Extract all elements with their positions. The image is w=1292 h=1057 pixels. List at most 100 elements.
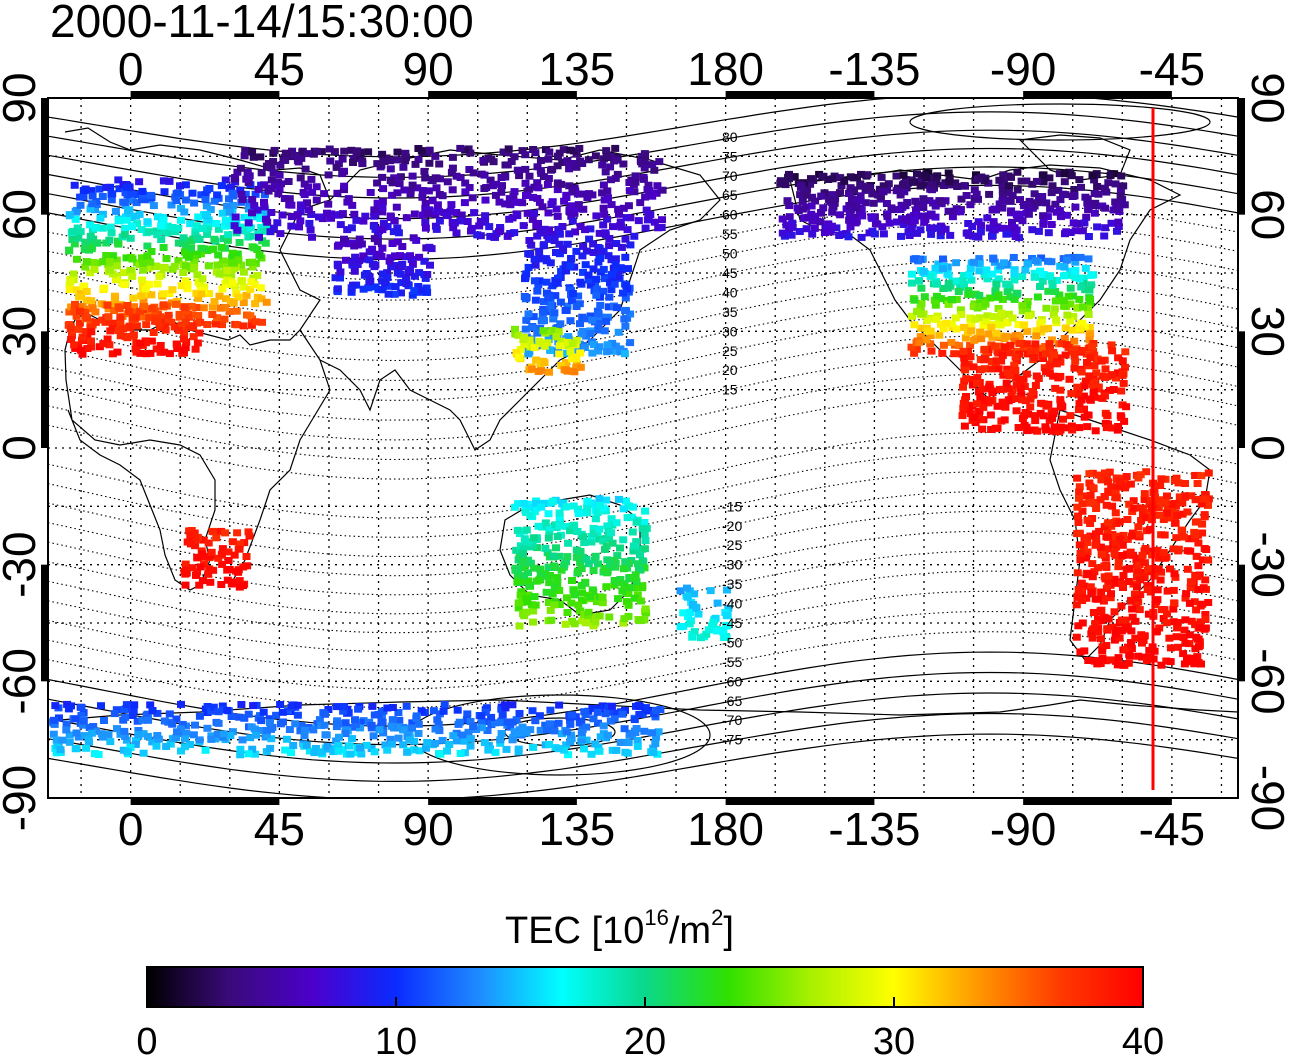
tec-cell <box>71 745 80 753</box>
tec-cell <box>545 294 554 301</box>
tec-cell <box>722 621 731 629</box>
tec-cell <box>71 300 79 308</box>
tec-cell <box>615 222 624 230</box>
tec-cell <box>203 724 212 732</box>
tec-cell <box>884 180 893 188</box>
axis-frame <box>41 91 1245 805</box>
tec-cell <box>1075 494 1083 502</box>
tec-cell <box>1081 264 1090 272</box>
tec-cell <box>652 733 661 741</box>
tec-cell <box>130 303 138 311</box>
tec-cell <box>304 150 313 158</box>
tec-cell <box>212 534 221 542</box>
tec-cell <box>137 226 146 233</box>
tec-cell <box>1179 634 1188 641</box>
contour-label: 35 <box>722 304 738 320</box>
tec-cell <box>486 176 495 184</box>
tec-cell <box>946 231 955 239</box>
tec-cell <box>1140 572 1149 580</box>
tec-cell <box>249 232 258 240</box>
tec-cell <box>116 313 125 321</box>
tec-cell <box>146 701 155 709</box>
tec-cell <box>976 299 984 307</box>
tec-cell <box>203 703 212 710</box>
tec-cell <box>393 156 402 164</box>
tec-cell <box>626 310 635 318</box>
tec-cell <box>113 725 121 733</box>
tec-cell <box>1100 523 1109 531</box>
tec-cell <box>1183 508 1192 516</box>
contour-label: 65 <box>722 187 738 203</box>
tec-cell <box>612 746 621 754</box>
tec-cell <box>602 496 611 504</box>
tec-cell <box>603 215 612 223</box>
tec-cell <box>378 244 387 252</box>
tec-cell <box>1006 197 1015 205</box>
tec-cell <box>173 345 182 352</box>
tec-cell <box>601 710 610 718</box>
tec-cell <box>997 357 1006 365</box>
tec-cell <box>1032 332 1041 340</box>
tec-cell <box>828 191 837 199</box>
tec-cell <box>165 710 174 718</box>
tec-cell <box>1022 200 1031 208</box>
tec-cell <box>1169 586 1178 594</box>
tec-cell <box>987 358 996 365</box>
tec-cell <box>229 299 238 307</box>
tec-cell <box>1077 579 1086 587</box>
tec-cell <box>116 332 125 340</box>
tec-cell <box>998 192 1007 200</box>
tec-cell <box>1031 340 1040 348</box>
tec-cell <box>536 565 545 573</box>
tec-cell <box>1037 318 1046 326</box>
tec-cell <box>512 349 521 356</box>
axis-bar-bottom <box>130 799 280 805</box>
tec-cell <box>1113 227 1121 235</box>
tec-cell <box>582 247 591 255</box>
tec-cell <box>1057 213 1065 221</box>
tec-cell <box>1107 341 1116 349</box>
tec-cell <box>95 185 104 193</box>
tec-cell <box>594 321 603 329</box>
tec-cell <box>613 552 622 560</box>
tec-cell <box>869 199 878 207</box>
tec-cell <box>158 290 167 298</box>
tec-cell <box>296 174 305 182</box>
tec-cell <box>123 183 132 191</box>
tec-cell <box>207 707 216 715</box>
tec-cell <box>1201 624 1210 632</box>
tec-cell <box>498 711 507 719</box>
tec-cell <box>1071 203 1080 211</box>
tec-cell <box>477 712 486 720</box>
tec-cell <box>1097 617 1106 625</box>
tec-cell <box>1134 598 1143 606</box>
tec-cell <box>92 239 101 247</box>
tec-cell <box>1045 340 1054 348</box>
tec-cell <box>1033 199 1042 207</box>
tec-cell <box>1010 295 1019 303</box>
tec-cell <box>287 201 296 209</box>
tec-cell <box>536 360 545 368</box>
tec-cell <box>848 200 857 208</box>
tec-cell <box>530 183 539 191</box>
tec-cell <box>578 160 587 167</box>
tec-cell <box>458 731 467 739</box>
tec-cell <box>1087 271 1096 279</box>
axis-bar-top <box>130 91 280 97</box>
tec-cell <box>1084 233 1093 240</box>
tec-cell <box>601 168 610 176</box>
tec-cell <box>276 230 285 238</box>
tec-cell <box>351 721 360 728</box>
x-tick-label-bottom: -45 <box>1139 803 1205 855</box>
tec-cell <box>152 742 161 750</box>
tec-cell <box>510 503 519 511</box>
tec-cell <box>278 708 287 716</box>
tec-cell <box>1198 520 1207 528</box>
tec-cell <box>82 744 91 752</box>
tec-cell <box>1155 624 1164 632</box>
tec-cell <box>594 743 603 751</box>
tec-cell <box>796 183 805 191</box>
tec-cell <box>642 524 651 532</box>
tec-cell <box>550 584 559 592</box>
tec-cell <box>641 537 650 545</box>
